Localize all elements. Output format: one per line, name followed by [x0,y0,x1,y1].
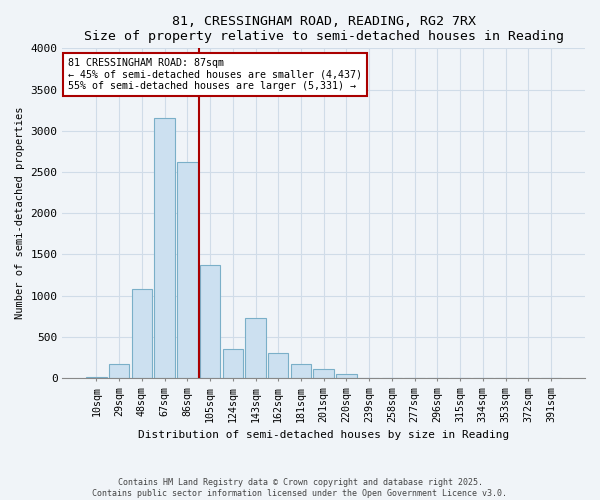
Bar [336,374,356,378]
Bar [313,369,334,378]
Bar [291,364,311,378]
Bar [268,354,289,378]
Bar [86,377,107,378]
Bar [177,162,197,378]
Bar [223,349,243,378]
Text: Contains HM Land Registry data © Crown copyright and database right 2025.
Contai: Contains HM Land Registry data © Crown c… [92,478,508,498]
Y-axis label: Number of semi-detached properties: Number of semi-detached properties [15,107,25,320]
Bar [245,318,266,378]
Bar [154,118,175,378]
Title: 81, CRESSINGHAM ROAD, READING, RG2 7RX
Size of property relative to semi-detache: 81, CRESSINGHAM ROAD, READING, RG2 7RX S… [84,15,564,43]
Bar [131,290,152,378]
X-axis label: Distribution of semi-detached houses by size in Reading: Distribution of semi-detached houses by … [138,430,509,440]
Text: 81 CRESSINGHAM ROAD: 87sqm
← 45% of semi-detached houses are smaller (4,437)
55%: 81 CRESSINGHAM ROAD: 87sqm ← 45% of semi… [68,58,362,92]
Bar [200,264,220,378]
Bar [109,364,130,378]
